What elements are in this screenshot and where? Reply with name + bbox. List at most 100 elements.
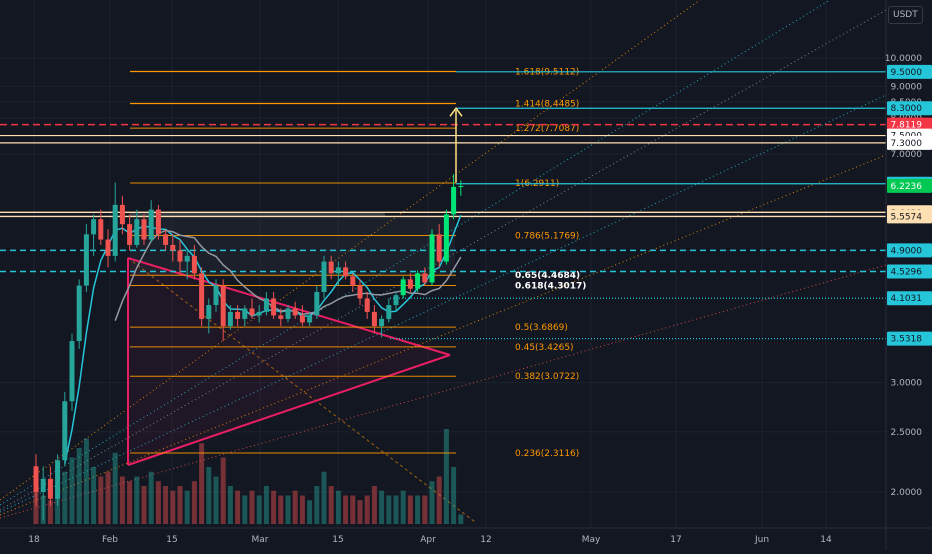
volume-bar — [141, 486, 147, 524]
triangle-lower-edge — [127, 354, 451, 466]
volume-bar — [321, 471, 327, 524]
fib-level-label: 1.272(7.7087) — [515, 124, 579, 134]
candle-body — [422, 273, 428, 283]
candle-body — [400, 279, 406, 296]
projection-ray — [0, 154, 887, 516]
price-tag-value: 7.3000 — [891, 139, 923, 149]
currency-badge[interactable]: USDT — [888, 6, 923, 24]
volume-bar — [177, 486, 183, 524]
fib-level-label: 0.5(3.6869) — [515, 323, 568, 333]
candle-body — [155, 209, 161, 235]
price-tag-box — [887, 291, 932, 306]
price-tag-box — [887, 209, 932, 224]
candle-body — [343, 267, 349, 277]
candle-body — [47, 478, 53, 499]
candle-body — [69, 341, 75, 402]
time-label: 15 — [166, 535, 177, 545]
horizontal-levels — [0, 70, 886, 340]
volume-bar — [112, 452, 118, 524]
candle-body — [199, 273, 205, 319]
volume-bar — [271, 490, 277, 524]
candle-body — [350, 276, 356, 286]
projection-ray — [0, 0, 701, 501]
price-tag-box — [887, 331, 932, 346]
candle-body — [40, 478, 46, 492]
volume-bar — [76, 448, 82, 524]
candle-body — [163, 234, 169, 245]
fib-level-label: 0.618(4.3017) — [515, 281, 586, 291]
candle-body — [227, 311, 233, 327]
time-label: Jun — [754, 535, 769, 545]
volume-bar — [292, 490, 298, 524]
price-label: 10.0000 — [885, 54, 922, 64]
price-tag-box — [887, 135, 932, 150]
volume-bar — [429, 481, 435, 524]
volume-bar — [307, 500, 313, 524]
price-tag-value: 4.1031 — [891, 294, 923, 304]
fib-level-label: 0.45(3.4265) — [515, 343, 574, 353]
grid-lines — [0, 0, 886, 528]
candle-body — [62, 401, 68, 461]
fib-retracement: 0.236(2.3116) 0.382(3.0722) 0.45(3.4265) 0.… — [130, 68, 586, 459]
candle-body — [292, 308, 298, 316]
volume-bar — [335, 490, 341, 524]
volume-bar — [263, 486, 269, 524]
candle-body — [415, 273, 421, 289]
candle-body — [235, 311, 241, 319]
candle-body — [285, 308, 291, 319]
volume-bar — [47, 500, 53, 524]
descending-trendline — [127, 257, 476, 523]
volume-bar — [242, 495, 248, 524]
volume-bar — [191, 481, 197, 524]
candle-body — [278, 315, 284, 319]
volume-bar — [350, 495, 356, 524]
volume-bar — [134, 476, 140, 524]
time-label: 12 — [480, 535, 491, 545]
candle-body — [321, 261, 327, 292]
volume-bar — [386, 495, 392, 524]
volume-bar — [91, 467, 97, 524]
time-label: 17 — [670, 535, 681, 545]
candle-body — [206, 305, 212, 319]
candle-body — [91, 219, 97, 235]
candle-body — [335, 267, 341, 274]
volume-bar — [206, 467, 212, 524]
fib-level-label: 0.382(3.0722) — [515, 372, 579, 382]
candle-body — [299, 315, 305, 323]
candle-body — [307, 315, 313, 323]
candle-body — [55, 460, 61, 499]
volume-bar — [227, 486, 233, 524]
candle-body — [458, 186, 464, 188]
candle-body — [379, 318, 385, 327]
time-label: 15 — [332, 535, 343, 545]
volume-bar — [256, 495, 262, 524]
volume-bar — [249, 490, 255, 524]
fib-level-label: 0.786(5.1769) — [515, 232, 579, 242]
candle-body — [191, 255, 197, 274]
fib-level-label: 0.65(4.4684) — [515, 271, 580, 281]
candle-body — [407, 279, 413, 289]
volume-bar — [407, 495, 413, 524]
candle-body — [263, 298, 269, 312]
volume-bar — [285, 495, 291, 524]
volume-bar — [199, 443, 205, 524]
volume-bar — [343, 495, 349, 524]
candle-body — [33, 466, 39, 492]
time-axis[interactable]: 18 Feb 15 Mar 15 Apr 12 May 17 Jun 14 — [0, 527, 932, 545]
candle-body — [328, 261, 334, 274]
price-label: 2.5000 — [891, 428, 923, 438]
candle-body — [76, 285, 82, 342]
volume-bar — [119, 476, 125, 524]
candle-body — [170, 244, 176, 251]
price-tag-value: 4.5296 — [891, 268, 923, 278]
candle-body — [393, 295, 399, 306]
volume-bar — [443, 429, 449, 524]
candlesticks — [33, 174, 464, 521]
volume-bar — [155, 481, 161, 524]
volume-bar — [220, 457, 226, 524]
volume-bar — [83, 438, 89, 524]
volume-bar — [364, 495, 370, 524]
price-tag-value: 9.5000 — [891, 68, 923, 78]
